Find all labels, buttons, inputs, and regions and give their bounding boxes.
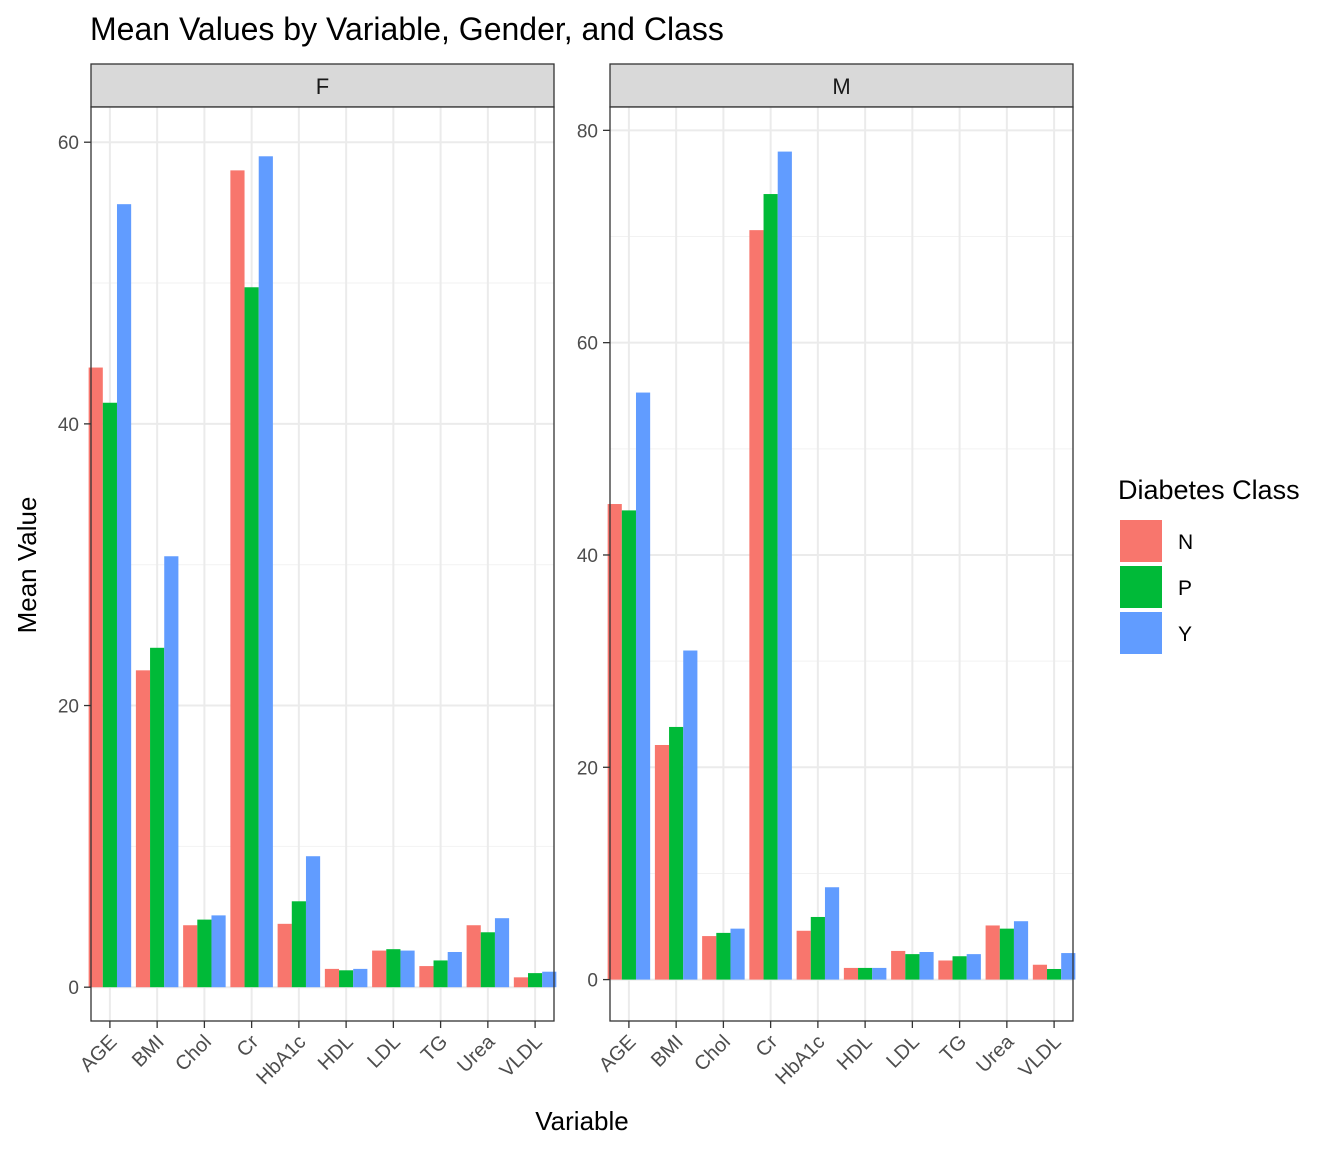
bar-m-bmi-y (683, 650, 698, 980)
panel-border-f (90, 106, 555, 1022)
bar-m-urea-y (1013, 921, 1029, 980)
bar-m-hba1c-y (824, 887, 840, 980)
legend-label-y: Y (1178, 623, 1192, 646)
bar-m-chol-y (730, 928, 745, 980)
bar-m-ldl-p (905, 954, 920, 980)
y-tick-label-f: 20 (58, 697, 79, 718)
bar-m-cr-y (777, 151, 792, 980)
legend: Diabetes Class NPY (1118, 475, 1300, 654)
bar-f-cr-y (258, 156, 273, 988)
bar-m-hdl-y (872, 967, 887, 980)
bar-f-hdl-n (324, 968, 340, 988)
y-tick-label-m: 0 (587, 971, 598, 992)
chart-title: Mean Values by Variable, Gender, and Cla… (90, 11, 724, 47)
facet-strip-f (90, 63, 555, 108)
bars-m (607, 151, 1076, 980)
bar-f-ldl-y (400, 950, 415, 988)
y-axis-title: Mean Value (12, 497, 42, 634)
bar-m-ldl-y (919, 951, 934, 980)
bar-m-tg-p (952, 956, 967, 980)
bar-f-age-n (88, 367, 103, 988)
bar-m-cr-p (763, 194, 778, 980)
bar-f-bmi-n (135, 670, 151, 988)
legend-swatch-y (1120, 612, 1162, 654)
bar-f-chol-p (197, 919, 212, 988)
bar-f-urea-n (466, 925, 481, 988)
bar-m-ldl-n (891, 950, 906, 980)
bar-m-age-p (621, 510, 636, 980)
bar-f-cr-p (244, 287, 259, 988)
bar-f-chol-n (183, 925, 198, 988)
bar-m-vldl-n (1032, 964, 1048, 980)
bar-f-tg-y (447, 951, 462, 988)
bar-m-age-n (607, 504, 622, 980)
bar-f-age-y (116, 204, 132, 988)
bar-m-bmi-p (669, 726, 684, 980)
y-tick-label-m: 80 (577, 121, 598, 142)
y-tick-label-f: 0 (68, 978, 79, 999)
bar-f-chol-y (211, 915, 226, 988)
bar-f-bmi-p (150, 647, 165, 988)
bar-m-hdl-p (858, 967, 873, 980)
bar-m-cr-n (749, 230, 764, 980)
bar-m-tg-n (938, 960, 953, 980)
bar-f-bmi-y (164, 556, 179, 988)
bar-m-age-y (635, 392, 651, 980)
bar-m-tg-y (966, 954, 981, 980)
bar-f-urea-p (480, 932, 495, 988)
facet-label-m: M (832, 74, 850, 99)
bar-f-hba1c-y (305, 856, 321, 988)
legend-swatch-n (1120, 520, 1162, 562)
bar-m-urea-n (985, 925, 1000, 980)
bar-f-urea-y (494, 918, 510, 988)
bar-f-ldl-p (386, 949, 401, 988)
legend-swatch-p (1120, 566, 1162, 608)
bar-m-chol-p (716, 932, 731, 980)
bar-m-vldl-y (1061, 953, 1076, 980)
panel-border-m (609, 106, 1074, 1022)
bar-m-hba1c-n (796, 930, 811, 980)
y-tick-label-f: 40 (58, 415, 79, 436)
bar-f-hdl-y (353, 968, 368, 988)
bar-f-hdl-p (339, 970, 354, 988)
bar-m-urea-p (999, 928, 1014, 980)
facet-label-f: F (316, 74, 329, 99)
legend-label-n: N (1178, 531, 1193, 554)
bar-f-vldl-p (528, 973, 543, 988)
bar-f-vldl-n (513, 977, 529, 988)
bar-f-hba1c-n (277, 923, 292, 988)
bar-f-tg-p (433, 960, 448, 988)
y-tick-label-m: 60 (577, 334, 598, 355)
bar-f-cr-n (230, 170, 245, 988)
bar-f-tg-n (419, 966, 434, 988)
bar-f-vldl-y (542, 971, 557, 988)
legend-label-p: P (1178, 577, 1192, 600)
bar-m-hba1c-p (810, 916, 825, 980)
legend-title: Diabetes Class (1118, 475, 1300, 505)
bar-m-hdl-n (843, 967, 859, 980)
legend-keys: NPY (1120, 520, 1193, 654)
y-tick-label-m: 40 (577, 546, 598, 567)
facet-strip-m (609, 63, 1074, 108)
y-tick-label-m: 20 (577, 758, 598, 779)
bar-m-vldl-p (1047, 968, 1062, 980)
bar-f-hba1c-p (291, 901, 306, 988)
bar-f-ldl-n (372, 950, 387, 988)
x-axis-title: Variable (535, 1106, 628, 1136)
bar-m-chol-n (702, 936, 717, 980)
bar-f-age-p (102, 402, 117, 988)
bars-f (88, 156, 557, 988)
y-tick-label-f: 60 (58, 133, 79, 154)
bar-m-bmi-n (654, 744, 670, 980)
